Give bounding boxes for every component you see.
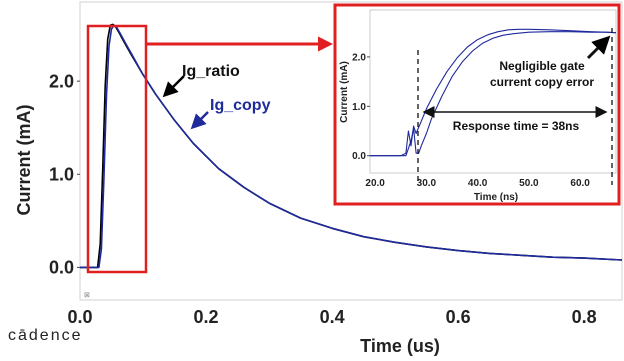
- ig-ratio-arrow: [162, 75, 185, 98]
- main-y-ticks: 0.0 1.0 2.0: [49, 71, 80, 278]
- inset-plot-area: [369, 9, 617, 174]
- inset-y-tick-label: 2.0: [352, 52, 366, 63]
- inset-x-axis-label: Time (ns): [474, 192, 518, 203]
- ig-copy-label: Ig_copy: [210, 97, 271, 114]
- inset-y-axis-label: Current (mA): [339, 61, 350, 123]
- main-x-tick-label: 0.8: [572, 307, 597, 327]
- inset-x-ticks: 20.0 30.0 40.0 50.0 60.0: [365, 178, 590, 189]
- main-chart: 0.0 1.0 2.0 0.0 0.2 0.4 0.6 0.8 Current (mA) T…: [14, 1, 623, 356]
- main-y-axis-label: Current (mA): [14, 104, 34, 215]
- main-x-tick-label: 0.0: [67, 307, 92, 327]
- ig-copy-arrow: [190, 111, 209, 130]
- inset-y-tick-label: 1.0: [352, 102, 366, 113]
- inset-series-group: [370, 28, 617, 157]
- inset-x-tick-label: 30.0: [417, 178, 437, 189]
- inset-chart: 0.0 1.0 2.0 20.0 30.0 40.0 50.0 60.0 Current (…: [333, 3, 621, 206]
- main-y-tick-label: 2.0: [49, 71, 74, 91]
- main-x-ticks: 0.0 0.2 0.4 0.6 0.8: [67, 307, 596, 327]
- main-x-tick-label: 0.2: [194, 307, 219, 327]
- inset-series-line-ig-copy: [370, 31, 617, 157]
- main-series-group: [80, 23, 623, 269]
- main-x-axis-label: Time (us): [360, 336, 440, 356]
- main-y-tick-label: 0.0: [49, 258, 74, 278]
- negligible-error-arrow: [586, 35, 611, 60]
- negligible-error-label-line2: current copy error: [490, 75, 594, 89]
- main-x-tick-label: 0.4: [320, 307, 345, 327]
- origin-marker: ⊠: [84, 292, 90, 299]
- inset-x-tick-label: 40.0: [468, 178, 488, 189]
- ig-ratio-label: Ig_ratio: [182, 63, 240, 80]
- inset-y-tick-label: 0.0: [352, 151, 366, 162]
- main-series-line-ig-copy: [80, 24, 623, 269]
- inset-x-tick-label: 60.0: [570, 178, 590, 189]
- main-plot-frame: [79, 1, 623, 301]
- cadence-logo: cādence: [8, 327, 83, 344]
- inset-y-ticks: 0.0 1.0 2.0: [352, 52, 370, 162]
- inset-x-tick-label: 50.0: [519, 178, 539, 189]
- response-time-label: Response time = 38ns: [453, 119, 580, 133]
- inset-x-tick-label: 20.0: [365, 178, 385, 189]
- main-x-tick-label: 0.6: [446, 307, 471, 327]
- peak-highlight-box: [86, 24, 148, 274]
- negligible-error-label-line1: Negligible gate: [499, 59, 585, 73]
- inset-frame: [333, 3, 621, 206]
- main-y-tick-label: 1.0: [49, 165, 74, 185]
